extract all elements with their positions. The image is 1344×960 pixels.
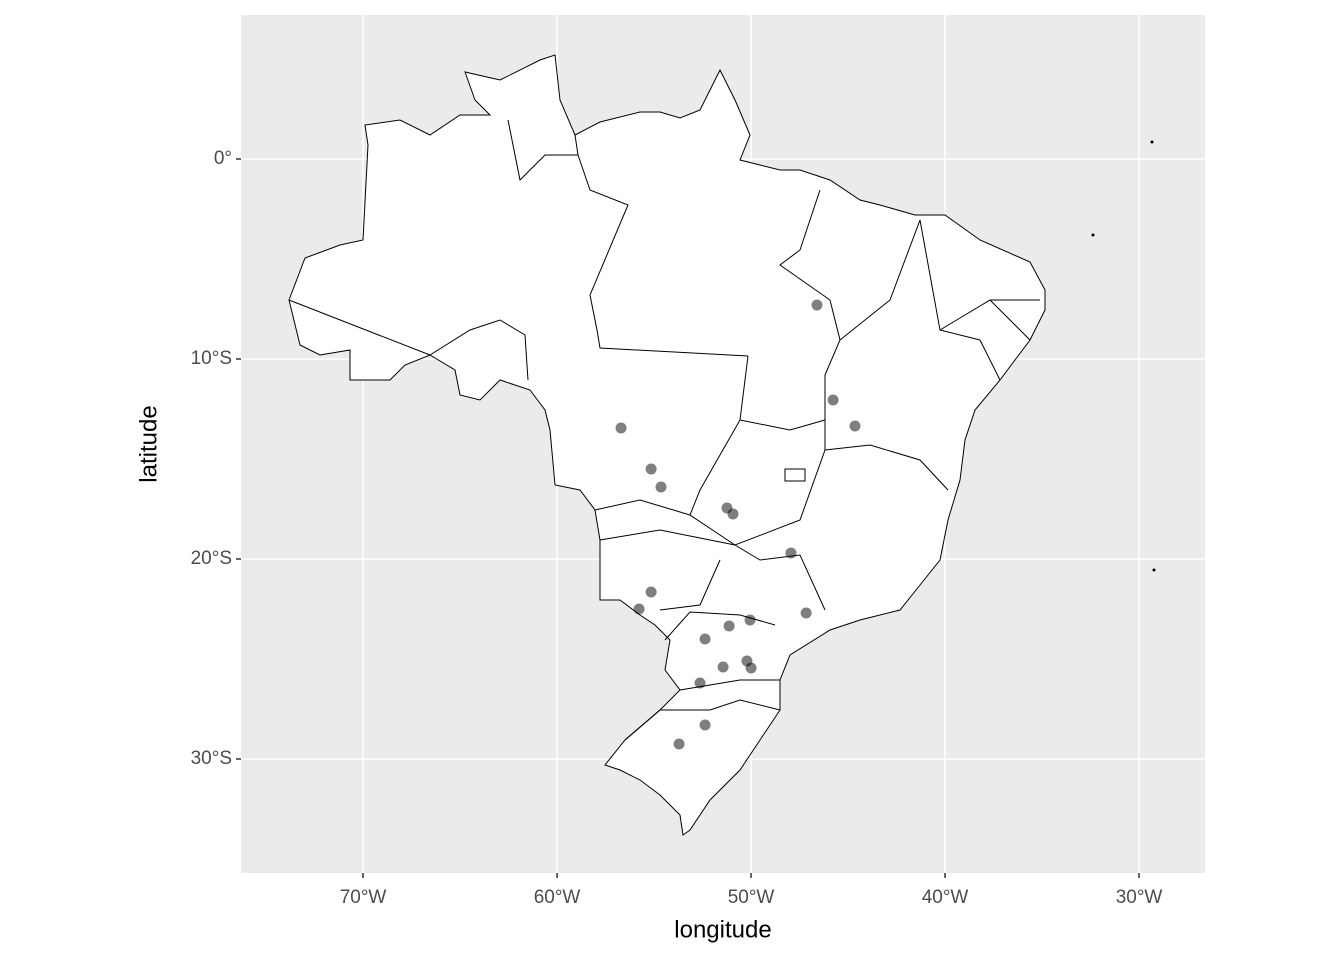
point — [694, 677, 706, 689]
island — [1091, 233, 1095, 237]
point — [744, 614, 756, 626]
x-tick-label: 50°W — [728, 887, 775, 908]
point — [723, 620, 735, 632]
x-axis-title: longitude — [674, 916, 771, 943]
map — [288, 54, 1156, 836]
district-border — [784, 468, 806, 482]
y-axis-title: latitude — [135, 405, 162, 482]
point — [827, 394, 839, 406]
point — [645, 463, 657, 475]
point — [615, 422, 627, 434]
point — [727, 508, 739, 520]
point — [633, 603, 645, 615]
point — [655, 481, 667, 493]
point — [673, 738, 685, 750]
point — [717, 661, 729, 673]
point — [811, 299, 823, 311]
y-tick-label: 0° — [214, 148, 232, 169]
y-tick-label: 30°S — [191, 748, 232, 769]
country-outline — [288, 54, 1046, 836]
x-tick-label: 30°W — [1116, 887, 1163, 908]
point — [745, 662, 757, 674]
x-tick-label: 40°W — [922, 887, 969, 908]
island — [1152, 568, 1156, 572]
y-tick-label: 20°S — [191, 548, 232, 569]
island — [1150, 140, 1154, 144]
points — [615, 299, 861, 750]
point — [699, 719, 711, 731]
point — [645, 586, 657, 598]
point — [699, 633, 711, 645]
y-tick-label: 10°S — [191, 348, 232, 369]
x-tick-label: 70°W — [340, 887, 387, 908]
point — [849, 420, 861, 432]
state-border — [288, 119, 1040, 741]
x-tick-label: 60°W — [534, 887, 581, 908]
point — [800, 607, 812, 619]
point — [785, 547, 797, 559]
